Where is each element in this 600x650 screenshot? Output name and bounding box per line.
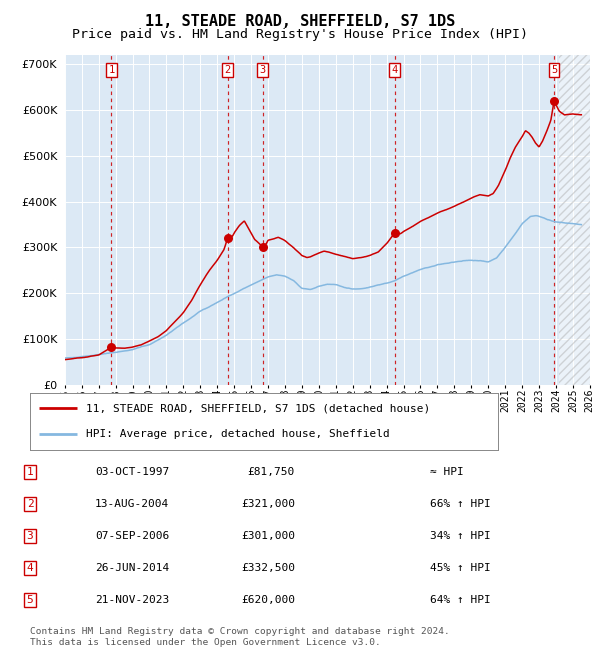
Text: Contains HM Land Registry data © Crown copyright and database right 2024.
This d: Contains HM Land Registry data © Crown c… (30, 627, 450, 647)
Text: 1: 1 (26, 467, 34, 477)
Text: 2: 2 (224, 65, 231, 75)
Text: 2: 2 (26, 499, 34, 509)
Text: Price paid vs. HM Land Registry's House Price Index (HPI): Price paid vs. HM Land Registry's House … (72, 28, 528, 41)
Text: 3: 3 (26, 531, 34, 541)
Text: 26-JUN-2014: 26-JUN-2014 (95, 563, 169, 573)
Text: HPI: Average price, detached house, Sheffield: HPI: Average price, detached house, Shef… (86, 430, 390, 439)
Text: 07-SEP-2006: 07-SEP-2006 (95, 531, 169, 541)
Text: 03-OCT-1997: 03-OCT-1997 (95, 467, 169, 477)
Text: £81,750: £81,750 (248, 467, 295, 477)
Text: 4: 4 (26, 563, 34, 573)
Text: 4: 4 (392, 65, 398, 75)
Text: 34% ↑ HPI: 34% ↑ HPI (430, 531, 491, 541)
Text: 5: 5 (26, 595, 34, 605)
Text: 11, STEADE ROAD, SHEFFIELD, S7 1DS (detached house): 11, STEADE ROAD, SHEFFIELD, S7 1DS (deta… (86, 403, 430, 413)
Text: 64% ↑ HPI: 64% ↑ HPI (430, 595, 491, 605)
Text: 1: 1 (108, 65, 115, 75)
Text: 5: 5 (551, 65, 557, 75)
Text: 21-NOV-2023: 21-NOV-2023 (95, 595, 169, 605)
Text: 13-AUG-2004: 13-AUG-2004 (95, 499, 169, 509)
Text: ≈ HPI: ≈ HPI (430, 467, 464, 477)
Text: 45% ↑ HPI: 45% ↑ HPI (430, 563, 491, 573)
Text: £321,000: £321,000 (241, 499, 295, 509)
Text: 11, STEADE ROAD, SHEFFIELD, S7 1DS: 11, STEADE ROAD, SHEFFIELD, S7 1DS (145, 14, 455, 29)
Text: £301,000: £301,000 (241, 531, 295, 541)
Text: 3: 3 (260, 65, 266, 75)
Text: £332,500: £332,500 (241, 563, 295, 573)
Bar (559, 55, 590, 385)
Text: 66% ↑ HPI: 66% ↑ HPI (430, 499, 491, 509)
Text: £620,000: £620,000 (241, 595, 295, 605)
